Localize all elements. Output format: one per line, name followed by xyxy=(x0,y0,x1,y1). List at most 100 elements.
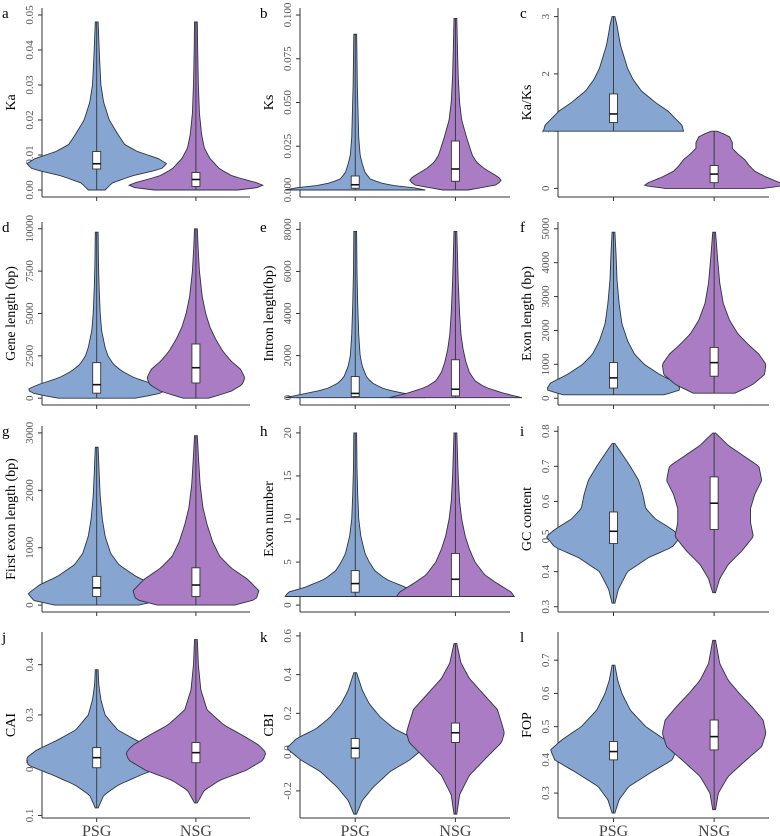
y-tick-label: 0.4 xyxy=(24,657,36,671)
y-tick-label: 0.3 xyxy=(540,786,552,800)
panel-l: l FOP 0.3 0.4 0.5 0.6 0.7 PSG NSG xyxy=(520,630,769,836)
panel-letter: j xyxy=(1,630,6,646)
y-axis-title: Exon number xyxy=(262,481,277,557)
y-axis-title: First exon length (bp) xyxy=(4,458,19,580)
y-tick-label: 2500 xyxy=(24,344,36,367)
y-axis-title: Ks xyxy=(262,95,277,111)
y-tick-label: 0.8 xyxy=(540,424,552,438)
box-iqr xyxy=(191,567,201,597)
y-tick-label: 15 xyxy=(282,470,294,482)
panel-letter: b xyxy=(260,6,268,22)
y-tick-label: 5000 xyxy=(24,302,36,325)
box-iqr xyxy=(609,362,618,389)
panel-letter: g xyxy=(2,424,10,440)
y-tick-label: 0.03 xyxy=(24,75,36,95)
y-tick-label: 2 xyxy=(540,71,552,77)
y-tick-label: 0.05 xyxy=(24,5,36,25)
box-iqr xyxy=(450,140,460,182)
y-tick-label: 0.075 xyxy=(282,46,294,71)
y-tick-label: 0.6 xyxy=(540,686,552,700)
y-tick-label: 0.02 xyxy=(24,110,36,129)
y-tick-label: 0 xyxy=(24,602,36,608)
panel-letter: l xyxy=(520,630,524,646)
panel-letter: k xyxy=(260,630,268,646)
y-tick-label: 1000 xyxy=(540,353,552,376)
x-tick-label-nsg: NSG xyxy=(180,823,212,836)
y-axis-title: Ka xyxy=(4,94,19,111)
box-iqr xyxy=(350,175,360,189)
y-tick-label: 7500 xyxy=(24,260,36,283)
panel-d: d Gene length (bp) 0 2500 5000 7500 10000 xyxy=(2,215,250,409)
panel-c: cKa/Ks0123 xyxy=(520,6,780,201)
y-tick-label: 2000 xyxy=(282,344,294,367)
y-tick-label: 0.050 xyxy=(282,90,294,115)
y-axis-title: GC content xyxy=(520,487,535,551)
y-tick-label: 1000 xyxy=(24,536,36,559)
x-tick-label-psg: PSG xyxy=(82,823,112,836)
y-tick-label: 0 xyxy=(540,395,552,401)
panel-f: f Exon length (bp) 0 1000 2000 3000 4000 5000 xyxy=(520,217,769,409)
y-axis-title: FOP xyxy=(520,712,535,738)
panel-g: g First exon length (bp) 0 1000 2000 3000 xyxy=(2,421,260,616)
x-tick-label-nsg: NSG xyxy=(439,823,471,836)
y-tick-label: 2000 xyxy=(24,479,36,502)
y-axis-title: Ka/Ks xyxy=(520,85,535,121)
panel-letter: f xyxy=(520,220,525,236)
y-tick-label: 0.4 xyxy=(282,667,294,681)
panel-letter: a xyxy=(2,6,9,22)
y-tick-label: 0.3 xyxy=(540,599,552,613)
y-tick-label: 4000 xyxy=(540,251,552,274)
y-axis-title: Exon length (bp) xyxy=(520,266,535,361)
box-iqr xyxy=(709,719,719,751)
y-axis-title: CAI xyxy=(4,713,19,737)
violin-nsg xyxy=(643,130,780,189)
y-tick-label: 0.025 xyxy=(282,133,294,158)
y-tick-label: 0.7 xyxy=(540,653,552,667)
y-tick-label: 0.00 xyxy=(24,180,36,200)
x-tick-label-psg: PSG xyxy=(341,823,371,836)
y-tick-label: 3000 xyxy=(540,285,552,308)
y-tick-label: 0.3 xyxy=(24,708,36,722)
box-iqr xyxy=(350,570,360,593)
y-tick-label: 0.4 xyxy=(540,564,552,578)
y-tick-label: 0 xyxy=(540,185,552,191)
y-tick-label: 3000 xyxy=(24,421,36,444)
box-iqr xyxy=(92,151,102,170)
y-tick-label: 6000 xyxy=(282,260,294,283)
y-tick-label: 3 xyxy=(540,13,552,19)
box-iqr xyxy=(92,575,102,597)
y-tick-label: 0 xyxy=(24,395,36,401)
box-iqr xyxy=(92,362,102,394)
y-tick-label: 10 xyxy=(282,513,294,525)
box-iqr xyxy=(450,552,460,597)
box-iqr xyxy=(609,93,618,123)
y-tick-label: 0.04 xyxy=(24,40,36,60)
y-tick-label: 20 xyxy=(282,427,294,439)
y-axis-title: Intron length(bp) xyxy=(262,265,277,361)
box-iqr xyxy=(450,359,460,397)
y-tick-label: 0.6 xyxy=(540,494,552,508)
x-tick-label-psg: PSG xyxy=(599,823,629,836)
y-tick-label: 0.7 xyxy=(540,459,552,473)
y-tick-label: 5000 xyxy=(540,217,552,240)
y-tick-label: 0 xyxy=(282,602,294,608)
panel-letter: c xyxy=(520,6,527,22)
panel-letter: d xyxy=(2,220,10,236)
y-tick-label: 10000 xyxy=(24,215,36,243)
y-tick-label: -0.2 xyxy=(282,782,294,799)
panel-letter: e xyxy=(260,220,267,236)
panel-letter: h xyxy=(260,424,268,440)
y-tick-label: 0.1 xyxy=(24,809,36,823)
y-tick-label: 2000 xyxy=(540,319,552,342)
box-iqr xyxy=(709,346,719,377)
panel-h: h Exon number 0 5 10 15 20 xyxy=(260,424,516,616)
y-tick-label: 0.5 xyxy=(540,719,552,733)
box-iqr xyxy=(609,511,618,545)
